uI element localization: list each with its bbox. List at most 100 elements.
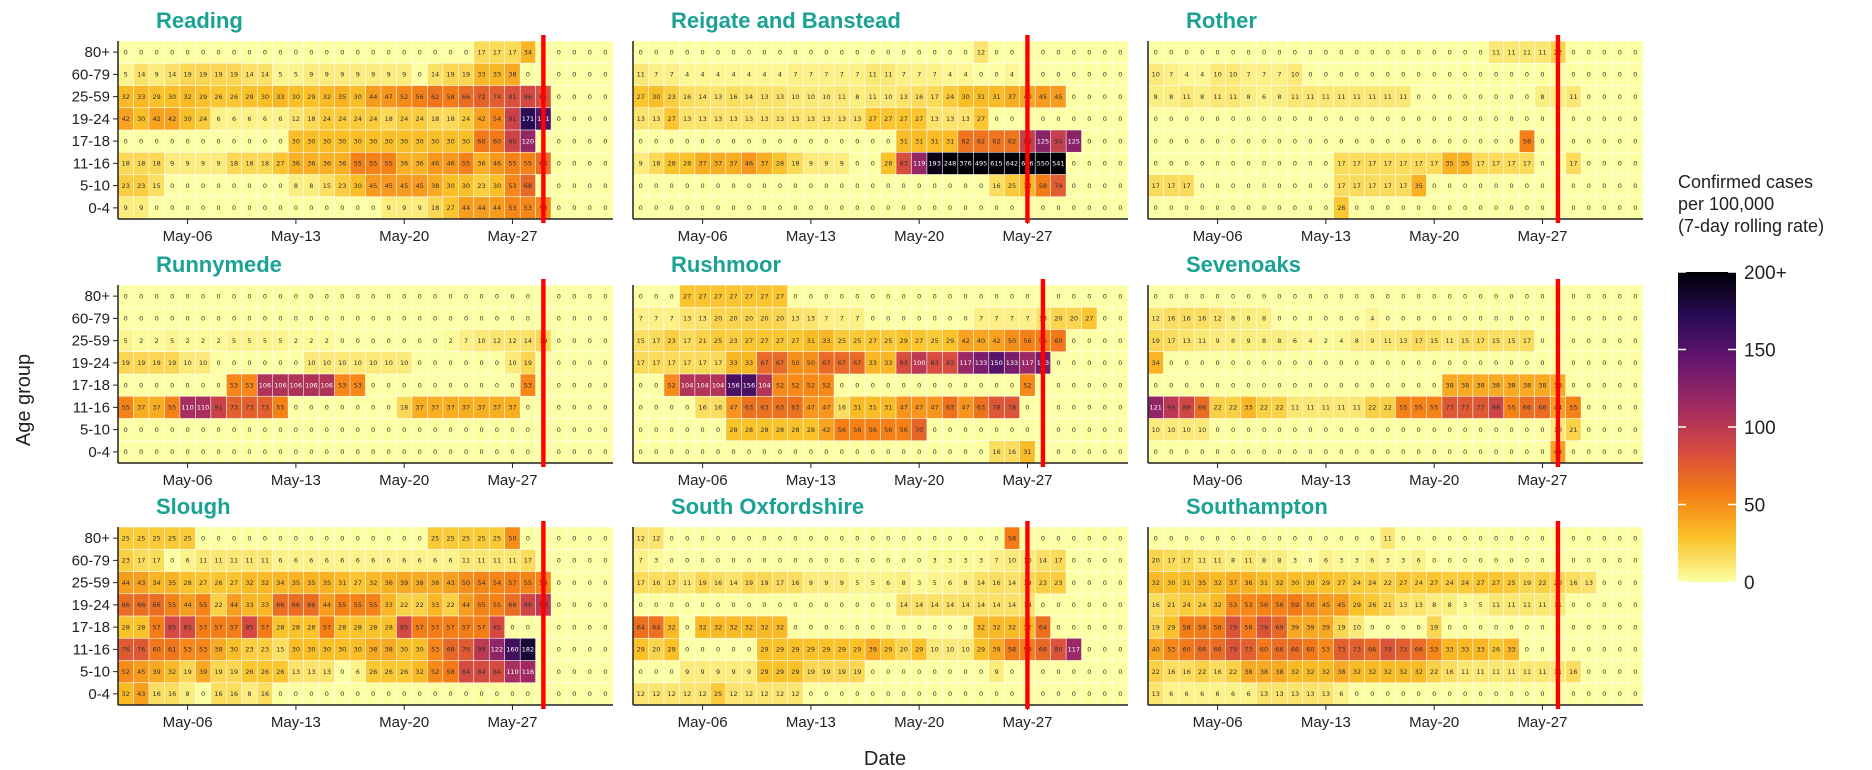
cell-value-label: 94 xyxy=(1054,137,1062,145)
cell-value-label: 11 xyxy=(1198,337,1206,345)
cell-value-label: 55 xyxy=(168,404,176,412)
heatmap-cell xyxy=(1112,41,1128,63)
cell-value-label: 53 xyxy=(338,381,346,389)
cell-value-label: 60 xyxy=(1183,646,1191,654)
heatmap-cell xyxy=(211,174,226,197)
cell-value-label: 0 xyxy=(824,292,828,300)
cell-value-label: 0 xyxy=(464,448,468,456)
cell-value-label: 0 xyxy=(1277,426,1281,434)
cell-value-label: 0 xyxy=(1540,690,1544,698)
heatmap-cell xyxy=(412,85,428,108)
cell-value-label: 0 xyxy=(1056,623,1060,631)
legend-title-line-3: (7-day rolling rate) xyxy=(1678,216,1824,236)
cell-value-label: 81 xyxy=(508,93,516,101)
cell-value-label: 9 xyxy=(186,160,190,168)
cell-value-label: 0 xyxy=(1525,204,1529,212)
cell-value-label: 0 xyxy=(1448,557,1452,565)
cell-value-label: 0 xyxy=(654,601,658,609)
heatmap-cell xyxy=(443,41,459,63)
cell-value-label: 11 xyxy=(462,557,470,565)
heatmap-cell xyxy=(597,197,613,219)
heatmap-cell xyxy=(458,152,474,175)
cell-value-label: 0 xyxy=(418,426,422,434)
cell-value-label: 0 xyxy=(356,337,360,345)
heatmap-cell xyxy=(520,63,536,86)
cell-value-label: 0 xyxy=(294,534,298,542)
cell-value-label: 28 xyxy=(683,160,691,168)
cell-value-label: 11 xyxy=(508,557,516,565)
cell-value-label: 0 xyxy=(1587,601,1591,609)
heatmap-cell xyxy=(443,174,459,197)
cell-value-label: 0 xyxy=(572,646,576,654)
heatmap-cell xyxy=(458,85,474,108)
cell-value-label: 0 xyxy=(701,534,705,542)
heatmap-cell xyxy=(164,85,180,108)
cell-value-label: 0 xyxy=(1618,48,1622,56)
cell-value-label: 0 xyxy=(871,204,875,212)
heatmap-cell xyxy=(757,85,772,108)
cell-value-label: 0 xyxy=(871,292,875,300)
panel-title: Sevenoaks xyxy=(1186,252,1301,277)
cell-value-label: 541 xyxy=(1052,160,1064,168)
cell-value-label: 0 xyxy=(309,534,313,542)
cell-value-label: 4 xyxy=(1010,71,1014,79)
cell-value-label: 27 xyxy=(776,292,784,300)
heatmap-cell xyxy=(474,197,489,219)
cell-value-label: 0 xyxy=(186,315,190,323)
cell-value-label: 0 xyxy=(871,601,875,609)
cell-value-label: 0 xyxy=(886,623,890,631)
cell-value-label: 0 xyxy=(1618,71,1622,79)
cell-value-label: 0 xyxy=(1246,292,1250,300)
cell-value-label: 0 xyxy=(1216,359,1220,367)
cell-value-label: 11 xyxy=(1461,668,1469,676)
cell-value-label: 29 xyxy=(791,646,799,654)
y-tick-label: 0-4 xyxy=(88,686,110,703)
cell-value-label: 27 xyxy=(354,579,362,587)
cell-value-label: 10 xyxy=(477,337,485,345)
cell-value-label: 22 xyxy=(446,601,454,609)
cell-value-label: 23 xyxy=(1054,579,1062,587)
cell-value-label: 0 xyxy=(418,381,422,389)
cell-value-label: 58 xyxy=(446,93,454,101)
cell-value-label: 11 xyxy=(1538,48,1546,56)
heatmap-cell xyxy=(272,63,288,86)
heatmap-cell xyxy=(272,152,288,175)
cell-value-label: 0 xyxy=(418,48,422,56)
y-tick-label: 25-59 xyxy=(72,575,110,592)
cell-value-label: 11 xyxy=(261,557,269,565)
heatmap-cell xyxy=(1050,108,1066,130)
cell-value-label: 0 xyxy=(1633,115,1637,123)
cell-value-label: 0 xyxy=(824,623,828,631)
cell-value-label: 0 xyxy=(1633,182,1637,190)
cell-value-label: 32 xyxy=(714,623,722,631)
cell-value-label: 68 xyxy=(524,182,532,190)
cell-value-label: 0 xyxy=(1010,115,1014,123)
cell-value-label: 36 xyxy=(338,160,346,168)
heatmap-cell xyxy=(973,63,989,86)
cell-value-label: 0 xyxy=(639,404,643,412)
cell-value-label: 0 xyxy=(1324,48,1328,56)
cell-value-label: 18 xyxy=(652,160,660,168)
heatmap-cell xyxy=(180,197,196,219)
cell-value-label: 18 xyxy=(400,404,408,412)
cell-value-label: 17 xyxy=(1353,182,1361,190)
cell-value-label: 0 xyxy=(1587,448,1591,456)
cell-value-label: 55 xyxy=(338,601,346,609)
cell-value-label: 0 xyxy=(964,690,968,698)
cell-value-label: 6 xyxy=(418,557,422,565)
cell-value-label: 6 xyxy=(387,557,391,565)
heatmap-cell xyxy=(211,108,226,130)
cell-value-label: 193 xyxy=(928,160,940,168)
cell-value-label: 31 xyxy=(1183,579,1191,587)
heatmap-cell xyxy=(489,41,505,63)
cell-value-label: 0 xyxy=(1041,601,1045,609)
heatmap-cell xyxy=(443,152,459,175)
cell-value-label: 27 xyxy=(760,337,768,345)
cell-value-label: 13 xyxy=(745,115,753,123)
cell-value-label: 0 xyxy=(902,292,906,300)
cell-value-label: 0 xyxy=(824,182,828,190)
cell-value-label: 31 xyxy=(900,137,908,145)
cell-value-label: 0 xyxy=(1231,426,1235,434)
cell-value-label: 0 xyxy=(216,292,220,300)
cell-value-label: 0 xyxy=(433,48,437,56)
